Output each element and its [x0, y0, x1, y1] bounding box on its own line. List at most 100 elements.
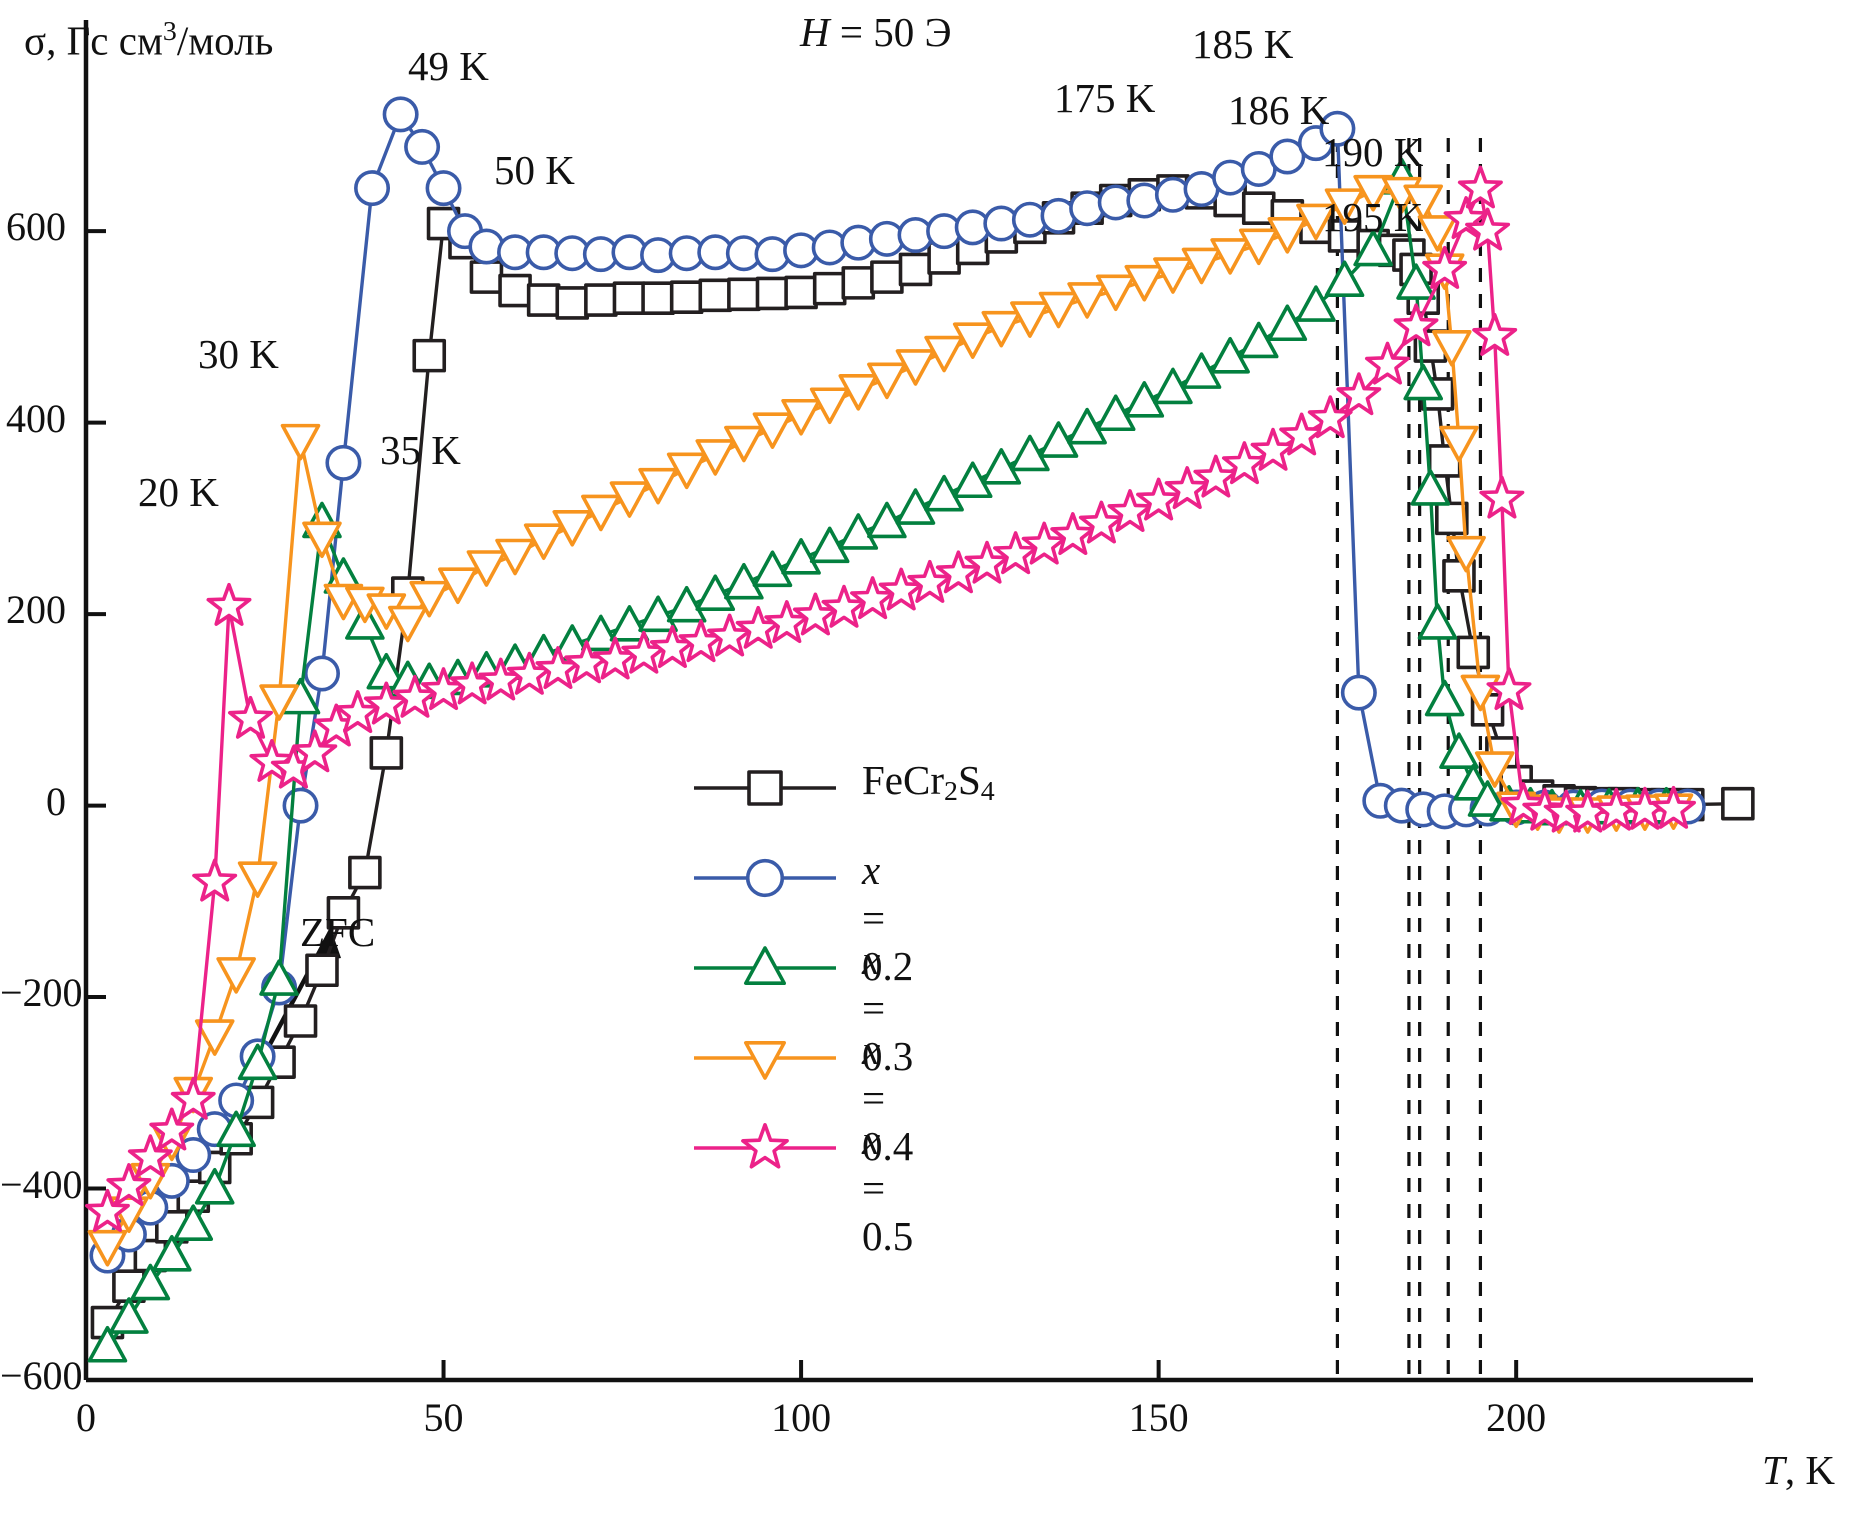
data-marker	[698, 278, 733, 313]
data-marker	[1479, 475, 1525, 519]
data-marker	[1010, 434, 1050, 472]
data-marker	[237, 861, 278, 898]
data-marker	[752, 412, 793, 449]
data-marker	[282, 787, 319, 824]
data-marker	[283, 1004, 318, 1038]
data-marker	[993, 531, 1039, 575]
legend-label: x = 0.5	[862, 1117, 914, 1259]
data-marker	[867, 501, 907, 539]
y-tick-label: 0	[46, 778, 66, 824]
data-marker	[809, 526, 850, 564]
data-marker	[87, 1229, 128, 1267]
data-marker	[895, 488, 936, 525]
data-marker	[348, 855, 382, 890]
y-tick-label: −400	[0, 1161, 83, 1207]
data-marker	[409, 580, 450, 618]
data-marker	[581, 494, 621, 532]
data-marker	[669, 280, 704, 315]
data-marker	[1403, 184, 1444, 222]
data-marker	[1154, 176, 1191, 213]
data-marker	[935, 550, 981, 594]
legend-swatch	[694, 858, 836, 898]
data-marker	[469, 260, 504, 294]
data-marker	[152, 1234, 192, 1272]
data-marker	[170, 1076, 216, 1120]
data-marker	[1472, 312, 1518, 356]
data-marker	[1465, 207, 1511, 251]
data-marker	[259, 959, 299, 996]
data-marker	[952, 461, 993, 499]
data-marker	[237, 1043, 278, 1081]
anno-195k: 195 K	[1322, 194, 1424, 240]
data-marker	[755, 276, 790, 311]
data-marker	[1067, 282, 1107, 319]
data-marker	[981, 448, 1022, 485]
data-marker	[412, 338, 447, 373]
data-marker	[292, 729, 338, 773]
data-marker	[106, 1163, 152, 1206]
legend-label: x = 0.3	[862, 937, 914, 1079]
anno-190k: 190 K	[1322, 129, 1424, 175]
data-marker	[1324, 260, 1365, 298]
anno-186k: 186 K	[1228, 87, 1330, 133]
data-marker	[907, 559, 953, 603]
data-marker	[867, 362, 907, 400]
legend-label: x = 0.4	[862, 1027, 914, 1169]
anno-49k: 49 K	[408, 43, 489, 89]
data-marker	[303, 655, 340, 692]
series-x-0-5	[85, 165, 1696, 1232]
data-marker	[280, 423, 321, 461]
data-marker	[173, 1204, 214, 1241]
data-marker	[1336, 372, 1382, 416]
data-marker	[581, 614, 621, 652]
data-marker	[638, 467, 678, 505]
data-marker	[898, 252, 933, 287]
data-marker	[1250, 427, 1296, 471]
data-marker	[1486, 667, 1532, 711]
data-marker	[666, 585, 707, 623]
field-condition-label: H = 50 Э	[800, 9, 952, 55]
data-marker	[1010, 301, 1050, 338]
data-marker	[743, 1041, 786, 1080]
data-marker	[1067, 407, 1107, 445]
x-tick-label: 0	[76, 1395, 96, 1440]
data-marker	[641, 281, 675, 315]
data-marker	[784, 275, 818, 310]
data-marker	[302, 521, 342, 559]
data-marker	[727, 277, 761, 312]
data-marker	[638, 595, 678, 633]
data-marker	[1210, 238, 1250, 275]
data-marker	[495, 538, 535, 576]
data-marker	[192, 858, 238, 902]
data-marker	[1181, 352, 1222, 389]
data-marker	[809, 387, 850, 425]
data-marker	[1651, 785, 1696, 829]
x-tick-label: 50	[423, 1395, 464, 1440]
data-marker	[1456, 635, 1491, 670]
data-marker	[1417, 215, 1458, 252]
data-marker	[1393, 303, 1439, 347]
data-marker	[838, 513, 879, 550]
data-marker	[745, 858, 785, 898]
data-marker	[109, 1297, 149, 1334]
data-marker	[695, 439, 736, 476]
data-marker	[838, 374, 879, 411]
data-marker	[612, 281, 647, 315]
data-marker	[924, 335, 964, 373]
data-marker	[1365, 341, 1410, 385]
data-marker	[438, 567, 478, 605]
data-marker	[821, 584, 867, 628]
data-marker	[1069, 190, 1106, 227]
data-marker	[1474, 751, 1515, 788]
data-marker	[1050, 512, 1096, 556]
data-marker	[194, 1019, 235, 1056]
data-marker	[666, 452, 707, 490]
data-marker	[584, 283, 618, 317]
data-marker	[1353, 174, 1393, 212]
data-marker	[1164, 466, 1210, 510]
data-marker	[1193, 454, 1239, 498]
anno-175k: 175 K	[1054, 75, 1156, 121]
data-marker	[259, 684, 299, 721]
